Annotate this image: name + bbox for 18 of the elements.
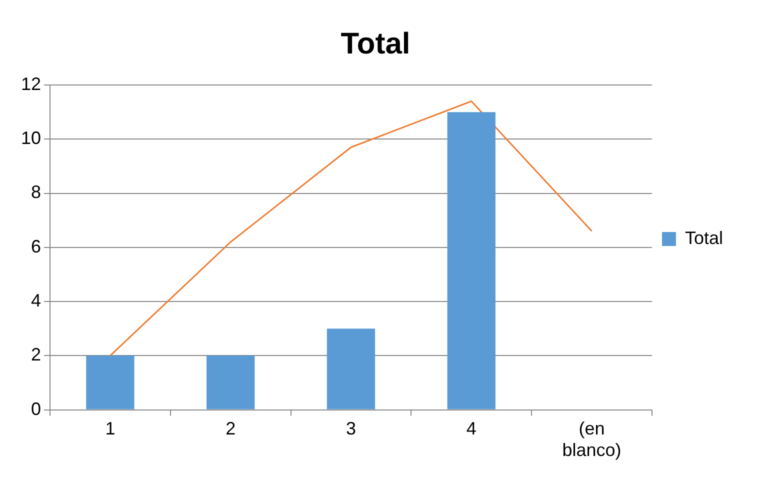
- x-tick-label: 1: [105, 418, 116, 439]
- y-tick-label: 10: [20, 128, 42, 148]
- bar: [206, 356, 255, 410]
- legend-label: Total: [684, 228, 724, 248]
- bar: [447, 112, 496, 410]
- bar: [86, 356, 134, 410]
- x-tick-label: 3: [346, 418, 356, 439]
- y-tick-label: 0: [31, 398, 42, 419]
- y-tick-label: 8: [31, 182, 42, 202]
- y-tick-label: 2: [31, 344, 42, 365]
- y-tick-label: 6: [31, 236, 42, 256]
- y-tick-label: 12: [20, 74, 42, 94]
- y-tick-label: 4: [31, 290, 42, 310]
- x-tick-label: 4: [466, 418, 476, 439]
- chart-title: Total: [340, 27, 410, 60]
- bar: [326, 328, 376, 410]
- x-tick-label: (en blanco): [562, 418, 622, 460]
- x-tick-label: 2: [226, 418, 236, 439]
